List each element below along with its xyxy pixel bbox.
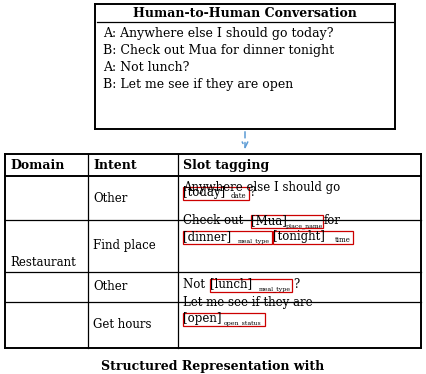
Text: Slot tagging: Slot tagging [183, 159, 269, 172]
Text: meal_type: meal_type [238, 239, 270, 245]
Text: place_name: place_name [286, 223, 323, 229]
Text: [today]: [today] [183, 186, 225, 199]
Text: ?: ? [249, 186, 255, 199]
Text: Restaurant: Restaurant [10, 255, 76, 269]
Text: time: time [335, 236, 351, 245]
Bar [182, 231, 272, 244]
Text: Human-to-Human Conversation: Human-to-Human Conversation [133, 7, 357, 20]
Text: Anywhere else I should go: Anywhere else I should go [183, 181, 340, 194]
Text: [Mua]: [Mua] [251, 214, 288, 227]
Text: Find place: Find place [93, 239, 156, 252]
Text: Not: Not [183, 278, 209, 291]
Bar [273, 231, 353, 244]
Text: A: Not lunch?: A: Not lunch? [103, 61, 190, 74]
Text: [open]: [open] [183, 312, 222, 325]
Text: ?: ? [293, 278, 299, 291]
Bar [210, 279, 292, 292]
Text: Structured Representation with: Structured Representation with [101, 360, 325, 373]
Bar [182, 313, 265, 326]
Text: Domain: Domain [10, 159, 64, 172]
Text: open_status: open_status [224, 321, 262, 327]
Text: [lunch]: [lunch] [210, 278, 253, 291]
Text: Check out: Check out [183, 214, 247, 227]
Text: A: Anywhere else I should go today?: A: Anywhere else I should go today? [103, 27, 334, 40]
Text: Intent: Intent [93, 159, 137, 172]
Text: B: Check out Mua for dinner tonight: B: Check out Mua for dinner tonight [103, 44, 334, 57]
Text: [dinner]: [dinner] [183, 230, 231, 243]
Text: Get hours: Get hours [93, 319, 152, 331]
Text: B: Let me see if they are open: B: Let me see if they are open [103, 78, 293, 91]
Text: Other: Other [93, 280, 127, 294]
Text: [tonight]: [tonight] [273, 230, 325, 243]
Bar [251, 215, 323, 228]
Text: Other: Other [93, 191, 127, 205]
Text: meal_type: meal_type [258, 287, 291, 292]
Text: Let me see if they are: Let me see if they are [183, 296, 313, 309]
Text: date: date [231, 193, 247, 200]
Bar [182, 187, 248, 200]
Text: for: for [324, 214, 341, 227]
